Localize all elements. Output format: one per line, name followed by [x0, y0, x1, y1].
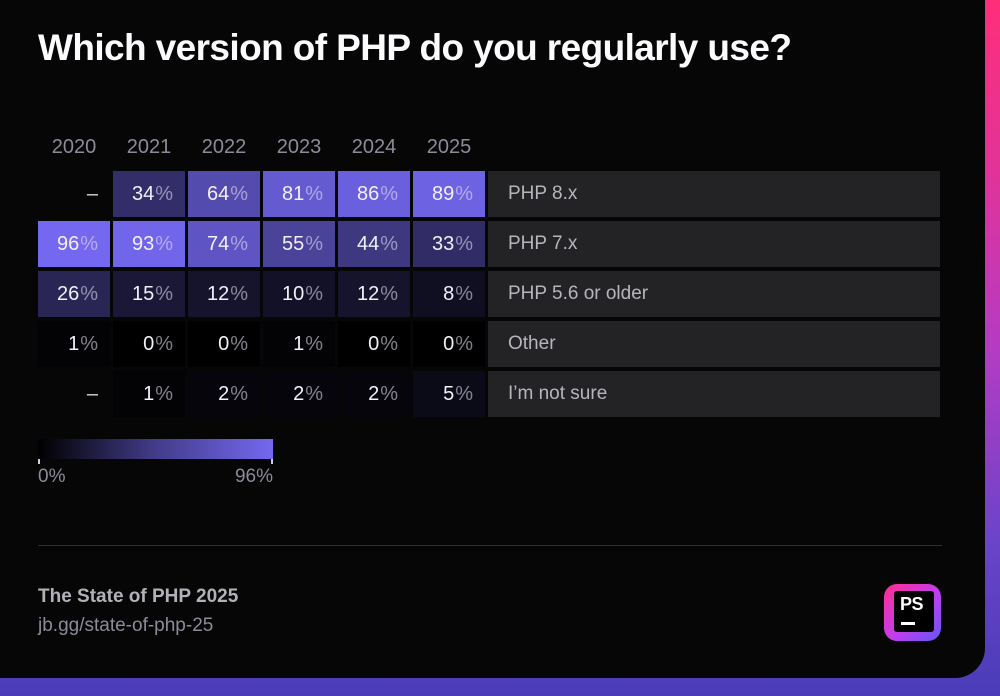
row-label: PHP 5.6 or older: [488, 271, 940, 317]
legend-gradient-bar: [38, 439, 273, 459]
heatmap-cell: 12%: [338, 271, 410, 317]
heatmap-cell: 33%: [413, 221, 485, 267]
heatmap-cell: 96%: [38, 221, 110, 267]
legend-max-label: 96%: [234, 466, 273, 487]
report-title: The State of PHP 2025: [38, 586, 239, 607]
php-version-heatmap: 2020 2021 2022 2023 2024 2025 –34% 64% 81% 86% 89…: [38, 136, 940, 417]
row-label: PHP 7.x: [488, 221, 940, 267]
legend-min-label: 0%: [38, 466, 66, 487]
phpstorm-logo-underscore: [901, 622, 915, 625]
heatmap-cell: 8%: [413, 271, 485, 317]
year-label: 2022: [201, 136, 247, 158]
chart-card: Which version of PHP do you regularly us…: [0, 0, 985, 678]
heatmap-cell: 44%: [338, 221, 410, 267]
heatmap-cell: 86%: [338, 171, 410, 217]
heatmap-cell: 81%: [263, 171, 335, 217]
heatmap-cell: 0%: [113, 321, 185, 367]
heatmap-cell: 26%: [38, 271, 110, 317]
year-label: 2024: [351, 136, 397, 158]
heatmap-cell: 34%: [113, 171, 185, 217]
heatmap-cell: 64%: [188, 171, 260, 217]
heatmap-cell: 1%: [113, 371, 185, 417]
heatmap-cell: 0%: [413, 321, 485, 367]
heatmap-cell: 0%: [338, 321, 410, 367]
heatmap-cell: 93%: [113, 221, 185, 267]
heatmap-cell: –: [86, 382, 98, 405]
phpstorm-logo-text: PS: [900, 594, 924, 614]
report-link: jb.gg/state-of-php-25: [38, 615, 214, 636]
year-label: 2025: [426, 136, 472, 158]
row-label: PHP 8.x: [488, 171, 940, 217]
heatmap-cell: 2%: [188, 371, 260, 417]
phpstorm-logo: PS: [884, 584, 941, 641]
year-label: 2021: [126, 136, 172, 158]
heatmap-year-header: 2020 2021 2022 2023 2024 2025: [38, 136, 940, 159]
legend-tick-max: [271, 459, 273, 464]
phpstorm-logo-inner: PS: [894, 591, 934, 632]
heatmap-cell: 1%: [38, 321, 110, 367]
year-label: 2023: [276, 136, 322, 158]
heatmap-cell: 12%: [188, 271, 260, 317]
heatmap-cell: 10%: [263, 271, 335, 317]
year-label: 2020: [51, 136, 97, 158]
footer-divider: [38, 545, 942, 546]
legend-ticks: [38, 459, 273, 465]
page-title: Which version of PHP do you regularly us…: [38, 27, 792, 68]
heatmap-cell: 2%: [263, 371, 335, 417]
heatmap-cell: 74%: [188, 221, 260, 267]
heatmap-cell: 5%: [413, 371, 485, 417]
row-label: Other: [488, 321, 940, 367]
heatmap-cell: 2%: [338, 371, 410, 417]
heatmap-cell: 1%: [263, 321, 335, 367]
heatmap-cell: 89%: [413, 171, 485, 217]
heatmap-cell: 15%: [113, 271, 185, 317]
heatmap-cell: 0%: [188, 321, 260, 367]
color-scale-legend: 0% 96%: [38, 439, 273, 488]
heatmap-cell: –: [86, 182, 98, 205]
heatmap-grid: –34% 64% 81% 86% 89% PHP 8.x 96% 93% 74% 55% 44% 33…: [38, 171, 940, 417]
legend-tick-min: [38, 459, 40, 464]
row-label: I’m not sure: [488, 371, 940, 417]
heatmap-cell: 55%: [263, 221, 335, 267]
